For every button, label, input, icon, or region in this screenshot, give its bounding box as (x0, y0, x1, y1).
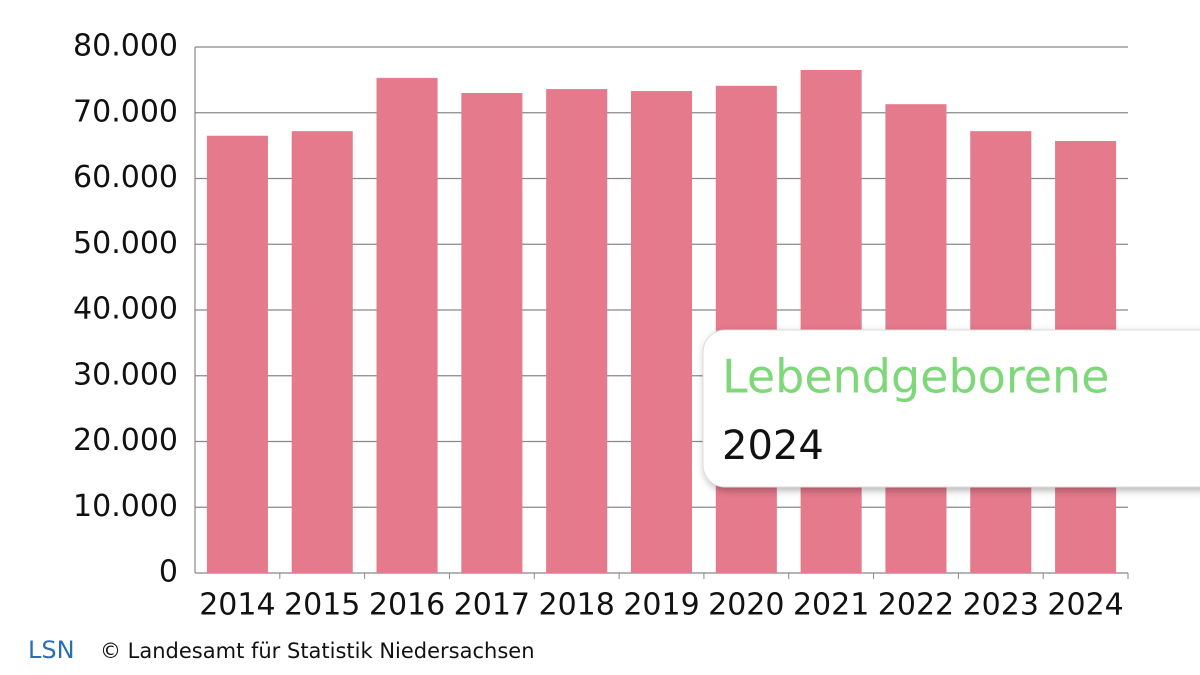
bar (546, 89, 608, 573)
y-tick-label: 0 (159, 555, 178, 590)
x-tick-label: 2017 (454, 588, 530, 623)
annotation: Lebendgeborene 2024 (702, 329, 1200, 488)
y-tick-label: 60.000 (73, 160, 178, 195)
bar (800, 70, 862, 573)
bar (291, 131, 353, 573)
y-tick-label: 40.000 (73, 292, 178, 327)
x-tick-label: 2019 (623, 588, 699, 623)
y-tick-label: 20.000 (73, 423, 178, 458)
bar (461, 93, 523, 574)
bar (630, 91, 693, 574)
annotation-title: Lebendgeborene (722, 350, 1109, 404)
x-tick-label: 2014 (199, 588, 275, 623)
x-tick-label: 2016 (369, 588, 445, 623)
logo: LSN (28, 636, 75, 664)
bar (376, 77, 438, 573)
x-tick-label: 2021 (793, 588, 869, 623)
y-tick-label: 30.000 (73, 357, 178, 392)
annotation-box (702, 329, 1200, 488)
bar (715, 85, 777, 573)
y-tick-label: 10.000 (73, 489, 178, 524)
x-tick-label: 2024 (1047, 588, 1123, 623)
y-tick-label: 80.000 (73, 29, 178, 64)
x-tick-label: 2018 (539, 588, 615, 623)
x-tick-label: 2022 (878, 588, 954, 623)
source: © Landesamt für Statistik Niedersachsen (100, 639, 535, 663)
y-tick-label: 70.000 (73, 94, 178, 129)
x-tick-label: 2023 (963, 588, 1039, 623)
plot: 0 10.000 20.000 30.000 40.000 50.000 60.000 70.… (73, 29, 1129, 623)
bar (206, 135, 268, 573)
annotation-subtitle: 2024 (722, 423, 824, 469)
x-tick-label: 2020 (708, 588, 784, 623)
y-tick-label: 50.000 (73, 226, 178, 261)
x-tick-label: 2015 (284, 588, 360, 623)
